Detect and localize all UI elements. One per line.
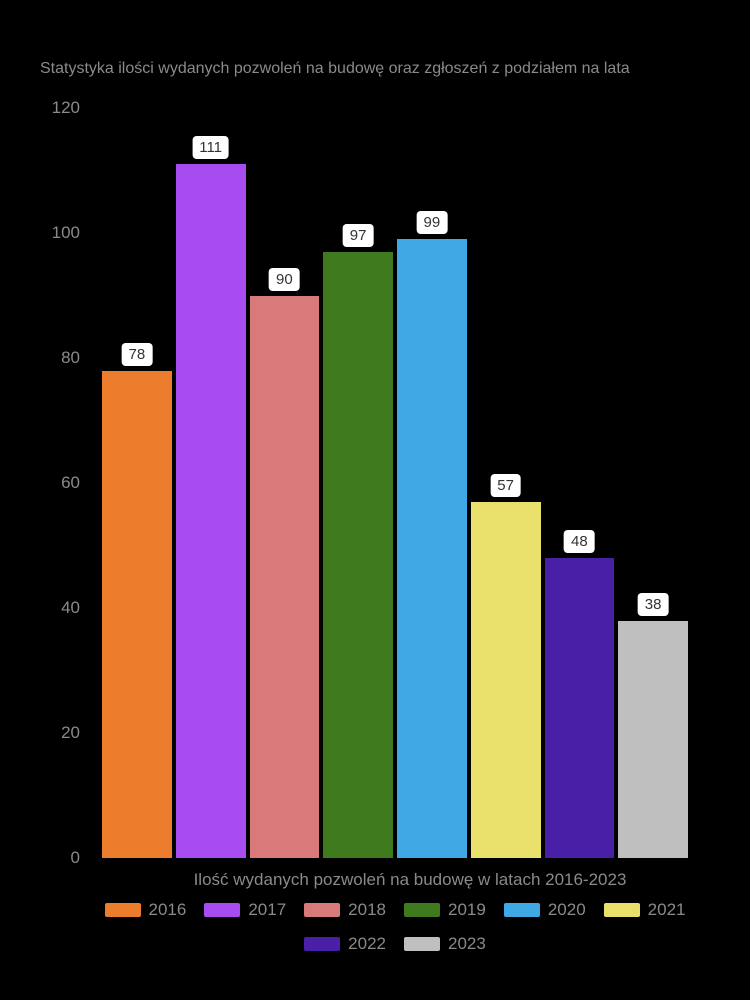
bar-value-label: 48 [564, 530, 595, 553]
bar-wrap: 99 [397, 108, 467, 858]
bar-value-label: 111 [192, 136, 229, 159]
legend-label: 2018 [348, 900, 386, 920]
bar-wrap: 57 [471, 108, 541, 858]
y-axis: 020406080100120 [40, 108, 90, 858]
bar-2020: 99 [397, 239, 467, 858]
legend-label: 2019 [448, 900, 486, 920]
bar-2022: 48 [545, 558, 615, 858]
legend-label: 2020 [548, 900, 586, 920]
bar-wrap: 97 [323, 108, 393, 858]
legend-swatch [404, 903, 440, 917]
legend-label: 2023 [448, 934, 486, 954]
bar-2021: 57 [471, 502, 541, 858]
bar-wrap: 78 [102, 108, 172, 858]
bar-2016: 78 [102, 371, 172, 859]
legend-swatch [404, 937, 440, 951]
legend: 2016 2017 2018 2019 2020 2021 2022 2023 [100, 900, 690, 954]
legend-item-2021: 2021 [604, 900, 686, 920]
y-tick: 20 [30, 723, 80, 743]
x-axis-label: Ilość wydanych pozwoleń na budowę w lata… [100, 870, 720, 890]
legend-swatch [304, 937, 340, 951]
bar-wrap: 48 [545, 108, 615, 858]
bar-wrap: 38 [618, 108, 688, 858]
bars-row: 78111909799574838 [100, 108, 690, 858]
y-tick: 40 [30, 598, 80, 618]
bar-value-label: 57 [490, 474, 521, 497]
chart-container: Statystyka ilości wydanych pozwoleń na b… [40, 60, 720, 960]
bar-value-label: 38 [638, 593, 669, 616]
bar-2023: 38 [618, 621, 688, 859]
legend-item-2019: 2019 [404, 900, 486, 920]
legend-item-2023: 2023 [404, 934, 486, 954]
legend-item-2022: 2022 [304, 934, 386, 954]
bar-2018: 90 [250, 296, 320, 859]
legend-swatch [504, 903, 540, 917]
legend-swatch [204, 903, 240, 917]
legend-label: 2022 [348, 934, 386, 954]
bar-2019: 97 [323, 252, 393, 858]
bar-value-label: 99 [417, 211, 448, 234]
bar-wrap: 111 [176, 108, 246, 858]
legend-item-2020: 2020 [504, 900, 586, 920]
bar-wrap: 90 [250, 108, 320, 858]
legend-swatch [604, 903, 640, 917]
legend-item-2018: 2018 [304, 900, 386, 920]
y-tick: 0 [30, 848, 80, 868]
legend-label: 2016 [149, 900, 187, 920]
legend-item-2017: 2017 [204, 900, 286, 920]
y-tick: 100 [30, 223, 80, 243]
bar-value-label: 78 [122, 343, 153, 366]
plot-area: 020406080100120 78111909799574838 [100, 108, 690, 858]
legend-label: 2017 [248, 900, 286, 920]
bar-value-label: 97 [343, 224, 374, 247]
y-tick: 80 [30, 348, 80, 368]
y-tick: 60 [30, 473, 80, 493]
legend-swatch [105, 903, 141, 917]
y-tick: 120 [30, 98, 80, 118]
legend-swatch [304, 903, 340, 917]
bar-value-label: 90 [269, 268, 300, 291]
legend-item-2016: 2016 [105, 900, 187, 920]
chart-title: Statystyka ilości wydanych pozwoleń na b… [40, 60, 720, 78]
bar-2017: 111 [176, 164, 246, 858]
legend-label: 2021 [648, 900, 686, 920]
